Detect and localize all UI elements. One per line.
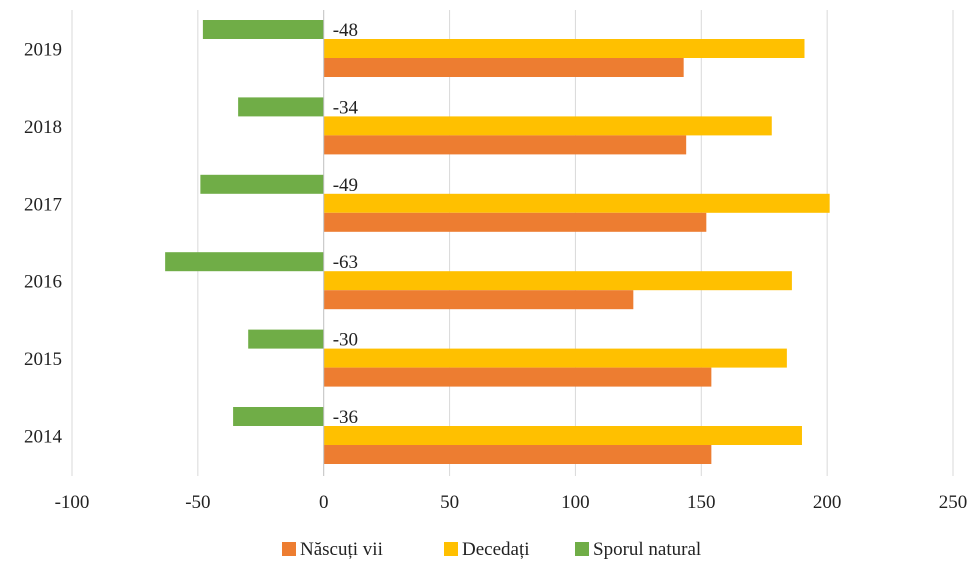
x-tick-label: 100: [561, 492, 590, 513]
legend-swatch: [282, 542, 296, 556]
bar-deceda-i-2014: [323, 426, 802, 445]
bar-deceda-i-2016: [323, 271, 792, 291]
category-label-2015: 2015: [24, 349, 62, 370]
legend-item-deceda-i: Decedați: [444, 539, 530, 560]
data-label-2019: -48: [333, 20, 358, 41]
bar-sporul-natural-2016: [165, 252, 324, 272]
bars: [165, 20, 830, 464]
x-tick-label: -50: [185, 492, 210, 513]
data-label-2014: -36: [333, 407, 358, 428]
legend-item-n-scu-i-vii: Născuți vii: [282, 539, 383, 560]
legend-label: Sporul natural: [593, 539, 701, 560]
x-tick-label: 50: [440, 492, 459, 513]
bar-sporul-natural-2014: [233, 407, 324, 426]
category-label-2018: 2018: [24, 117, 62, 138]
legend-label: Născuți vii: [300, 539, 383, 560]
x-tick-label: 0: [319, 492, 329, 513]
data-label-2017: -49: [333, 175, 358, 196]
x-tick-label: -100: [55, 492, 90, 513]
bar-sporul-natural-2018: [238, 97, 324, 117]
legend-item-sporul-natural: Sporul natural: [575, 539, 701, 560]
data-label-2018: -34: [333, 97, 359, 118]
category-label-2019: 2019: [24, 40, 62, 61]
category-label-2014: 2014: [24, 427, 63, 448]
category-label-2016: 2016: [24, 272, 62, 293]
category-label-2017: 2017: [24, 194, 62, 215]
gridlines: [71, 10, 954, 476]
category-labels: 2014 2015 2016 2017 2018 2019: [24, 40, 63, 448]
bar-n-scu-i-vii-2017: [323, 212, 707, 232]
bar-n-scu-i-vii-2014: [323, 445, 712, 464]
legend-swatch: [575, 542, 589, 556]
x-tick-label: 150: [687, 492, 716, 513]
bar-deceda-i-2019: [323, 39, 805, 58]
bar-n-scu-i-vii-2018: [323, 135, 687, 155]
data-label-2016: -63: [333, 252, 358, 273]
bar-n-scu-i-vii-2019: [323, 58, 684, 77]
x-tick-label: 250: [939, 492, 968, 513]
bar-deceda-i-2018: [323, 116, 772, 136]
bar-deceda-i-2017: [323, 193, 830, 213]
x-tick-labels: -100 -50 0 50 100 150 200 250: [55, 492, 968, 513]
bar-sporul-natural-2019: [202, 20, 324, 39]
bar-sporul-natural-2017: [200, 174, 324, 194]
legend-label: Decedați: [462, 539, 530, 560]
bar-n-scu-i-vii-2015: [323, 367, 712, 387]
x-tick-label: 200: [813, 492, 842, 513]
data-label-2015: -30: [333, 330, 358, 351]
legend-swatch: [444, 542, 458, 556]
data-labels: -36 -30 -63 -49 -34 -48: [333, 20, 359, 428]
bar-sporul-natural-2015: [248, 329, 324, 349]
bar-n-scu-i-vii-2016: [323, 290, 634, 310]
bar-deceda-i-2015: [323, 348, 787, 368]
legend: Născuți vii Decedați Sporul natural: [282, 539, 701, 560]
